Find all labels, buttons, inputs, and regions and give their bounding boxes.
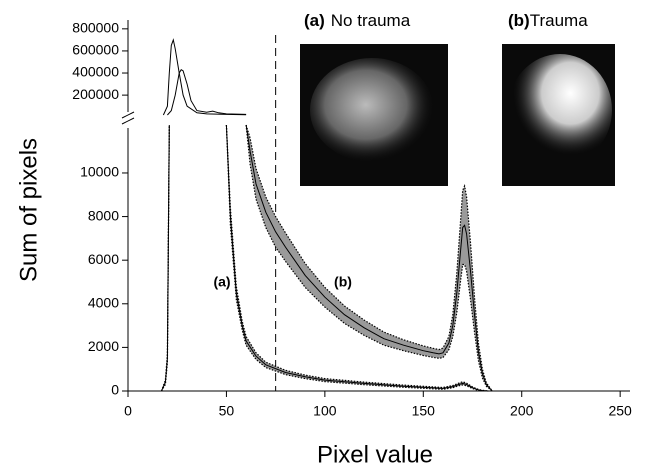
x-tick-label: 50 bbox=[219, 403, 235, 419]
series-line bbox=[245, 124, 493, 392]
inset-caption: (b)Trauma bbox=[508, 11, 588, 30]
y-tick-label: 400000 bbox=[72, 64, 119, 80]
y-tick-label: 0 bbox=[111, 382, 119, 398]
y-tick-label: 10000 bbox=[80, 164, 119, 180]
band-lower bbox=[245, 124, 493, 392]
series-line bbox=[161, 124, 489, 392]
inset-a: (a) No trauma bbox=[300, 11, 448, 186]
x-tick-label: 0 bbox=[124, 403, 132, 419]
y-tick-label: 4000 bbox=[88, 294, 119, 310]
inset-b: (b)Trauma bbox=[502, 11, 615, 186]
band-upper bbox=[245, 124, 493, 392]
y-axis-title: Sum of pixels bbox=[15, 138, 42, 282]
y-tick-label: 800000 bbox=[72, 20, 119, 36]
y-tick-label: 8000 bbox=[88, 207, 119, 223]
x-tick-label: 100 bbox=[313, 403, 337, 419]
axis-break bbox=[121, 117, 135, 125]
inset-tag: (b) bbox=[508, 11, 530, 30]
y-tick-label: 200000 bbox=[72, 86, 119, 102]
y-tick-label: 600000 bbox=[72, 42, 119, 58]
series-label: (a) bbox=[213, 274, 230, 290]
y-tick-label: 2000 bbox=[88, 338, 119, 354]
series-line bbox=[167, 69, 247, 116]
inset-text: No trauma bbox=[331, 11, 411, 30]
inset-caption: (a) No trauma bbox=[304, 11, 411, 30]
x-tick-label: 200 bbox=[510, 403, 534, 419]
x-axis-title: Pixel value bbox=[317, 441, 433, 468]
inset-tag: (a) bbox=[304, 11, 325, 30]
x-tick-label: 250 bbox=[608, 403, 632, 419]
series-line bbox=[162, 38, 247, 116]
axis-break bbox=[121, 111, 135, 119]
x-tick-label: 150 bbox=[412, 403, 436, 419]
series-label: (b) bbox=[334, 274, 352, 290]
y-tick-label: 6000 bbox=[88, 251, 119, 267]
inset-text: Trauma bbox=[530, 11, 588, 30]
